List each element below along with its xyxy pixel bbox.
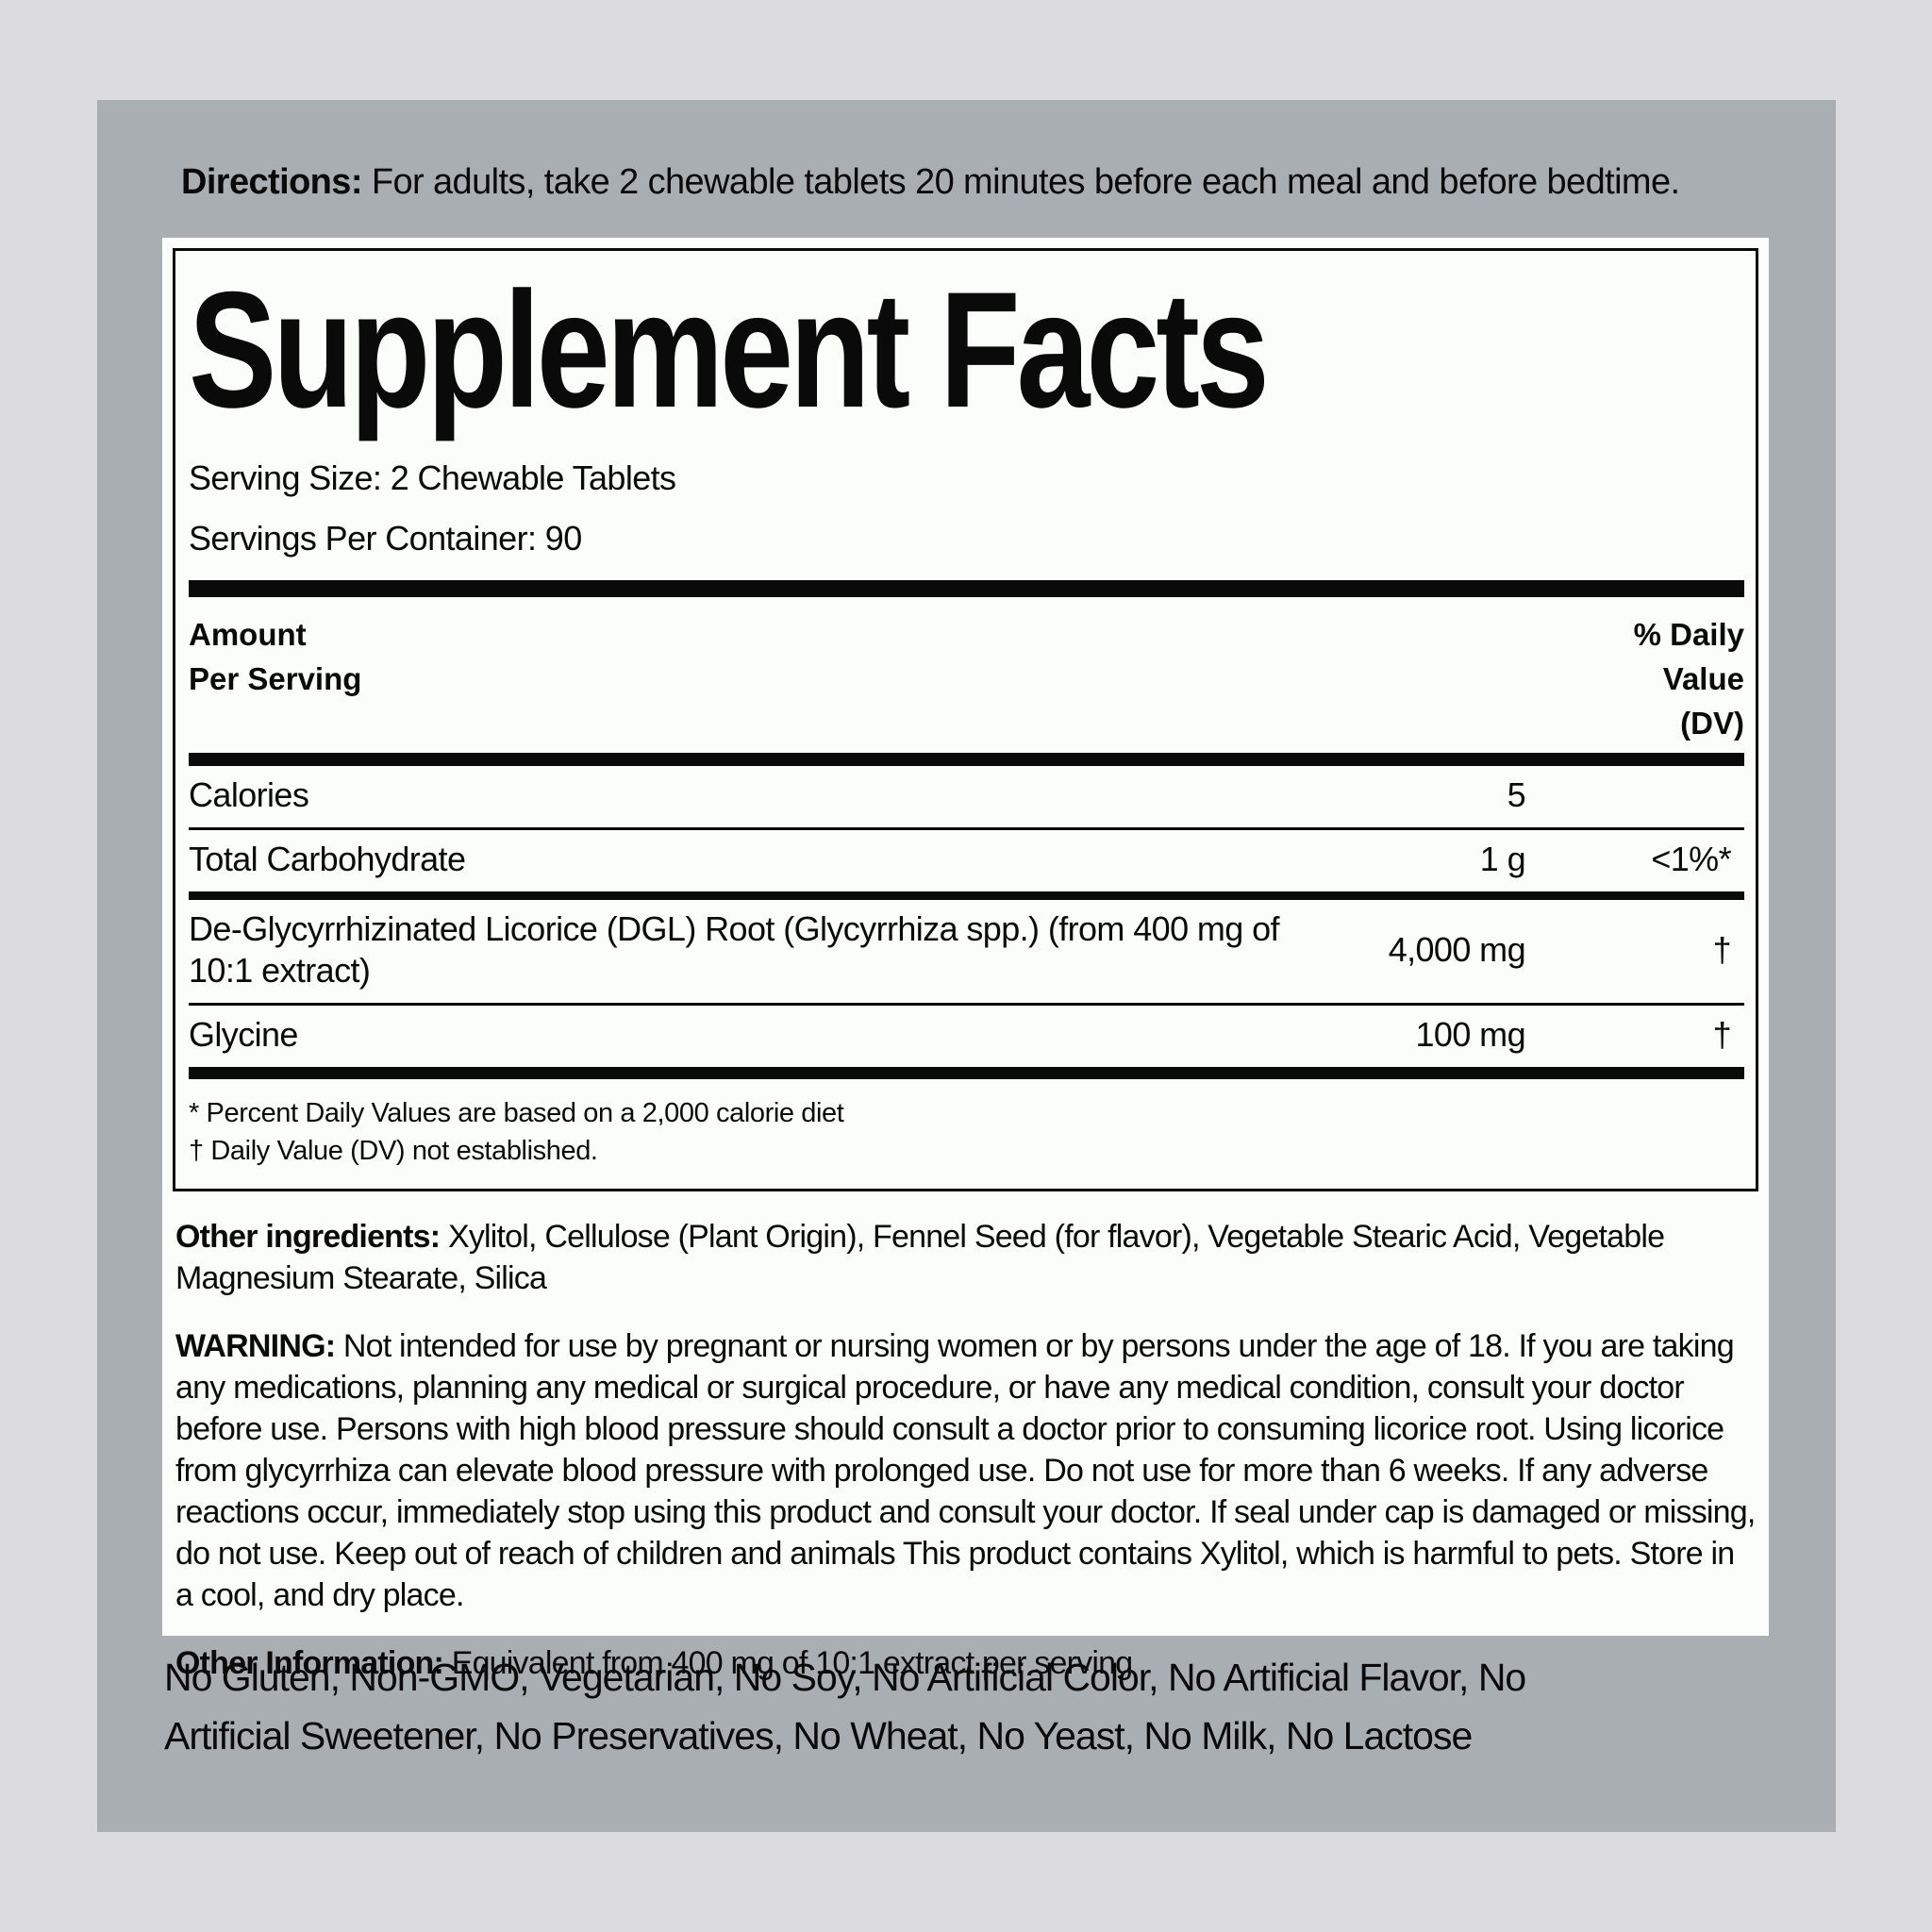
facts-table-header: Amount Per Serving % Daily Value (DV) (189, 612, 1744, 745)
nutrient-amount: 4,000 mg (1388, 930, 1526, 969)
warning-label: WARNING: (175, 1328, 336, 1364)
label-panel: Directions: For adults, take 2 chewable … (97, 100, 1836, 1832)
warning-text: Not intended for use by pregnant or nurs… (175, 1328, 1756, 1613)
nutrient-amount: 5 (1507, 775, 1526, 814)
nutrient-amount: 1 g (1479, 840, 1526, 878)
directions-label: Directions: (181, 162, 362, 202)
header-line: % Daily (1633, 617, 1744, 652)
supplement-facts-sheet: Supplement Facts Serving Size: 2 Chewabl… (162, 238, 1769, 1681)
directions-line: Directions: For adults, take 2 chewable … (181, 160, 1738, 204)
divider-heavy-top (189, 580, 1744, 597)
header-line: (DV) (1680, 706, 1744, 741)
footnote-dagger: † Daily Value (DV) not established. (189, 1136, 598, 1166)
supplement-facts-box: Supplement Facts Serving Size: 2 Chewabl… (173, 248, 1758, 1191)
serving-size: Serving Size: 2 Chewable Tablets (189, 458, 676, 497)
header-line: Amount (189, 617, 307, 652)
table-row-calories: Calories 5 (189, 766, 1744, 827)
directions-text: For adults, take 2 chewable tablets 20 m… (371, 162, 1680, 202)
daily-value-header: % Daily Value (DV) (1634, 612, 1744, 745)
nutrient-dv: <1%* (1651, 840, 1731, 878)
warning-section: WARNING: Not intended for use by pregnan… (175, 1325, 1756, 1616)
servings-per-container: Servings Per Container: 90 (189, 519, 582, 558)
other-ingredients-section: Other ingredients: Xylitol, Cellulose (P… (175, 1216, 1756, 1299)
table-row-glycine: Glycine 100 mg † (189, 1003, 1744, 1067)
other-ingredients-label: Other ingredients: (175, 1219, 441, 1255)
table-row-dgl-licorice: De-Glycyrrhizinated Licorice (DGL) Root … (189, 891, 1744, 1003)
supplement-facts-title: Supplement Facts (189, 258, 1270, 442)
table-row-total-carbohydrate: Total Carbohydrate 1 g <1%* (189, 827, 1744, 891)
nutrient-dv: † (1712, 1015, 1732, 1054)
nutrient-name: Total Carbohydrate (189, 840, 466, 878)
other-information-text: Equivalent from 400 mg of 10:1 extract p… (451, 1645, 1133, 1681)
nutrient-amount: 100 mg (1415, 1015, 1526, 1054)
claims-tagline: No Gluten, Non-GMO, Vegetarian, No Soy, … (164, 1656, 1526, 1757)
other-information-label: Other Information: (175, 1645, 444, 1681)
amount-per-serving-header: Amount Per Serving (189, 612, 361, 745)
other-ingredients-text: Xylitol, Cellulose (Plant Origin), Fenne… (175, 1219, 1665, 1296)
nutrient-name: Calories (189, 775, 309, 814)
divider-heavy-bottom (189, 1067, 1744, 1079)
divider-header-bottom (189, 753, 1744, 766)
nutrient-name: De-Glycyrrhizinated Licorice (DGL) Root … (189, 909, 1280, 990)
header-line: Value (1662, 661, 1744, 696)
footnote-percent-dv: * Percent Daily Values are based on a 2,… (189, 1098, 844, 1128)
other-information-section: Other Information: Equivalent from 400 m… (175, 1642, 1756, 1684)
nutrient-dv: † (1712, 930, 1732, 969)
footnotes: * Percent Daily Values are based on a 2,… (189, 1094, 1744, 1170)
header-line: Per Serving (189, 661, 362, 696)
nutrient-name: Glycine (189, 1015, 298, 1054)
